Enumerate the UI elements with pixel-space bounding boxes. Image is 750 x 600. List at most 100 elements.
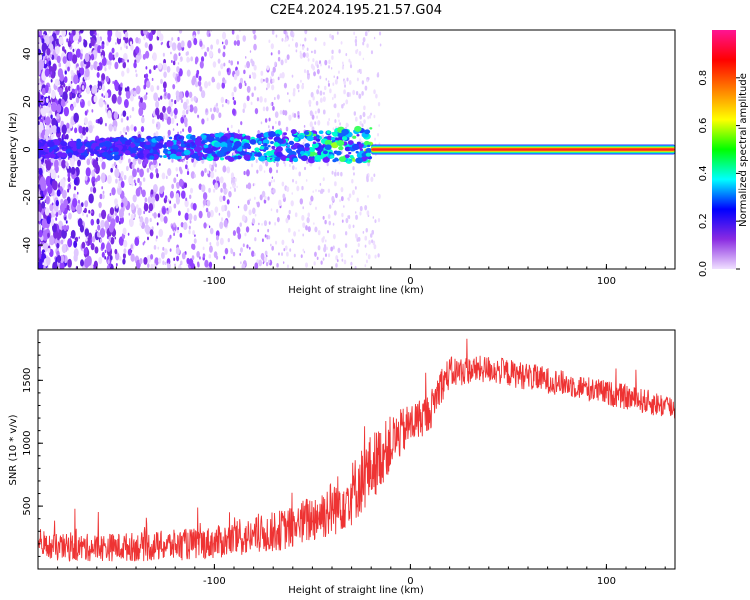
spectrogram-band-blob [155, 137, 160, 141]
spectrogram-noise-blob [114, 211, 117, 216]
spectrogram-noise-blob [310, 91, 314, 98]
spectrogram-noise-blob [185, 197, 188, 202]
spectrogram-noise-blob [180, 260, 183, 266]
spectrogram-noise-blob [153, 65, 156, 70]
spectrogram-noise-blob [287, 92, 289, 95]
spectrogram-noise-blob [315, 100, 319, 106]
spectrogram-noise-blob [175, 247, 180, 255]
spectrogram-noise-blob [298, 229, 300, 232]
spectrogram-noise-blob [45, 160, 52, 171]
spectrogram-noise-blob [50, 79, 53, 83]
spectrogram-noise-blob [364, 31, 368, 37]
spectrogram-noise-blob [275, 34, 278, 38]
spectrogram-noise-blob [120, 202, 124, 208]
spectrogram-noise-blob [186, 257, 190, 265]
spectrogram-noise-blob [285, 37, 288, 42]
spectrogram-noise-blob [357, 242, 360, 247]
spectrogram-noise-blob [119, 130, 122, 135]
spectrogram-band-blob [355, 150, 359, 154]
spectrogram-noise-blob [38, 78, 41, 82]
spectrogram-band-blob [330, 155, 335, 159]
spectrogram-band-blob [149, 155, 155, 160]
spectrogram-noise-blob [177, 96, 180, 101]
spectrogram-band-blob [203, 144, 209, 149]
spectrogram-band-blob [216, 150, 225, 158]
spectrogram-noise-blob [178, 52, 181, 57]
spectrogram-noise-blob [355, 211, 357, 214]
spectrogram-noise-blob [326, 162, 329, 167]
spectrogram-noise-blob [101, 251, 105, 258]
spectrogram-noise-blob [258, 259, 263, 267]
spectrogram-noise-blob [166, 207, 169, 211]
spectrogram-noise-blob [270, 179, 273, 183]
spectrogram-noise-blob [38, 91, 41, 101]
colorbar-tick-label: 0.4 [698, 165, 709, 181]
spectrogram-noise-blob [264, 256, 268, 263]
spectrogram-noise-blob [232, 230, 236, 236]
spectrogram-noise-blob [201, 118, 205, 125]
spectrogram-noise-blob [175, 167, 178, 172]
spectrogram-noise-blob [73, 253, 78, 262]
spectrogram-noise-blob [88, 232, 93, 240]
spectrogram-noise-blob [96, 231, 100, 238]
spectrogram-noise-blob [310, 63, 314, 69]
spectrogram-noise-blob [223, 219, 228, 228]
spectrogram-noise-blob [166, 116, 172, 125]
spectrogram-noise-blob [246, 169, 250, 177]
spectrogram-noise-blob [144, 94, 148, 101]
spectrogram-noise-blob [171, 37, 174, 41]
spectrogram-noise-blob [245, 226, 250, 233]
spectrogram-noise-blob [67, 165, 70, 169]
spectrogram-noise-blob [193, 105, 198, 114]
spectrogram-noise-blob [167, 211, 170, 215]
spectrogram-noise-blob [48, 30, 52, 34]
spectrogram-noise-blob [180, 179, 184, 186]
spectrogram-noise-blob [345, 52, 348, 57]
spectrogram-noise-blob [193, 214, 197, 222]
spectrogram-noise-blob [320, 260, 323, 265]
spectrogram-band-blob [61, 146, 65, 150]
spectrogram-noise-blob [264, 118, 268, 123]
spectrogram-noise-blob [54, 159, 59, 169]
spectrogram-noise-blob [178, 68, 183, 77]
spectrogram-noise-blob [69, 87, 72, 91]
spectrogram-noise-blob [134, 182, 137, 186]
spectrogram-noise-blob [316, 115, 318, 119]
spectrogram-noise-blob [355, 233, 358, 238]
spectrogram-band-blob [288, 140, 295, 146]
spectrogram-band-blob [137, 153, 144, 159]
spectrogram-noise-blob [101, 84, 106, 92]
spectrogram-noise-blob [97, 224, 101, 231]
spectrogram-band-blob [354, 125, 362, 132]
spectrogram-noise-blob [373, 89, 376, 95]
spectrogram-noise-blob [171, 42, 177, 51]
spectrogram-ytick-label: 40 [22, 48, 33, 61]
spectrogram-noise-blob [67, 176, 71, 183]
spectrogram-noise-blob [39, 176, 46, 188]
spectrogram-noise-blob [92, 125, 95, 129]
spectrogram-noise-blob [237, 129, 240, 133]
spectrogram-noise-blob [344, 231, 348, 236]
spectrogram-noise-blob [352, 89, 356, 96]
spectrogram-noise-blob [262, 261, 265, 265]
spectrogram-band-blob [194, 140, 202, 147]
spectrogram-noise-blob [104, 101, 107, 105]
spectrogram-noise-blob [118, 256, 122, 261]
spectrogram-noise-blob [98, 213, 102, 218]
spectrogram-band-blob [349, 154, 354, 159]
spectrogram-noise-blob [199, 60, 204, 69]
spectrogram-noise-blob [193, 173, 196, 178]
spectrogram-noise-blob [226, 210, 231, 217]
spectrogram-ytick-label: -20 [22, 189, 33, 205]
spectrogram-noise-blob [221, 31, 227, 40]
spectrogram-noise-blob [77, 159, 81, 167]
spectrogram-band-blob [331, 131, 336, 136]
spectrogram-ylabel: Frequency (Hz) [8, 112, 19, 188]
spectrogram-noise-blob [48, 127, 53, 135]
spectrogram-noise-blob [143, 36, 146, 41]
spectrogram-noise-blob [273, 179, 276, 183]
spectrogram-noise-blob [206, 117, 209, 122]
spectrogram-noise-blob [105, 75, 110, 83]
spectrogram-band-blob [306, 135, 314, 142]
spectrogram-band-blob [84, 152, 89, 157]
